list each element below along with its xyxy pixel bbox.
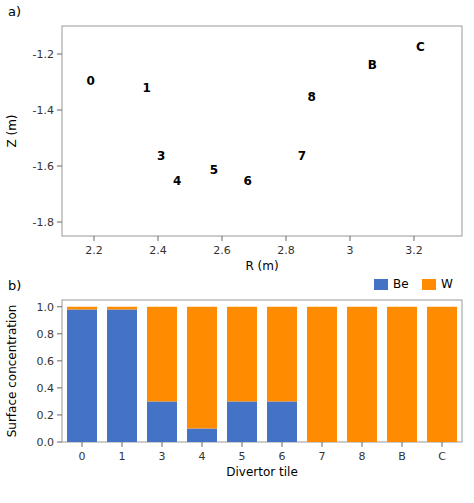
tile-label: 3	[157, 149, 165, 163]
x-axis-label: Divertor tile	[226, 465, 298, 479]
plot-frame	[62, 300, 462, 442]
y-tick-label: 0.6	[37, 355, 55, 368]
x-tick	[242, 442, 243, 447]
tile-label: 1	[143, 81, 151, 95]
tile-label: 5	[210, 163, 218, 177]
panel-bar: b) 0.0 0.2 0.4 0.6 0.8 1.0 Surface concentratio…	[5, 277, 462, 479]
x-tick-label: 1	[119, 450, 126, 463]
x-tick	[82, 442, 83, 447]
bar-segment	[187, 307, 217, 429]
x-tick-label: 3	[347, 244, 354, 257]
bar-segment	[427, 307, 457, 442]
x-tick-label: 6	[279, 450, 286, 463]
y-tick	[57, 387, 62, 388]
y-tick	[57, 54, 62, 55]
x-tick-label: C	[438, 450, 446, 463]
bar-segment	[267, 401, 297, 442]
y-tick	[57, 414, 62, 415]
bar-segment	[147, 307, 177, 402]
y-axis-label: Z (m)	[5, 114, 19, 147]
tile-label: 4	[173, 174, 181, 188]
x-tick	[286, 236, 287, 241]
panel-schematic: a) -1.8 -1.6 -1.4 -1.2 Z (m) R (m) 2.2 2.4 2.6 2.8…	[5, 4, 462, 273]
plot-area	[67, 307, 457, 442]
tile-label: 7	[298, 149, 306, 163]
tile-label: 0	[87, 74, 95, 88]
y-tick-label: -1.2	[33, 48, 54, 61]
bar-segment	[187, 428, 217, 442]
x-tick	[222, 236, 223, 241]
x-tick-label: 5	[239, 450, 246, 463]
x-tick-label: 7	[319, 450, 326, 463]
x-tick	[402, 442, 403, 447]
panel-label: b)	[8, 278, 21, 293]
y-tick	[57, 166, 62, 167]
bar-segment	[387, 307, 417, 442]
tile-label: B	[368, 58, 377, 72]
y-tick-label: -1.4	[33, 104, 54, 117]
x-tick	[442, 442, 443, 447]
bar-segment	[347, 307, 377, 442]
x-tick	[122, 442, 123, 447]
bar-segment	[107, 309, 137, 442]
legend-swatch	[374, 279, 388, 290]
tile-label: C	[416, 40, 425, 54]
y-tick	[57, 110, 62, 111]
x-tick	[350, 236, 351, 241]
tile-label: 8	[307, 90, 315, 104]
x-tick	[158, 236, 159, 241]
legend: Be W	[374, 277, 453, 291]
x-tick	[94, 236, 95, 241]
y-axis-label: Surface concentration	[5, 305, 19, 438]
y-tick	[57, 222, 62, 223]
figure: a) -1.8 -1.6 -1.4 -1.2 Z (m) R (m) 2.2 2.4 2.6 2.8…	[0, 0, 474, 503]
legend-label: W	[441, 277, 453, 291]
x-tick-label: 2.4	[149, 244, 167, 257]
x-tick-label: 2.6	[213, 244, 231, 257]
x-tick	[282, 442, 283, 447]
bar-segment	[67, 307, 97, 310]
bar-segment	[307, 307, 337, 442]
x-tick-label: 8	[359, 450, 366, 463]
bar-segment	[267, 307, 297, 402]
x-tick-label: 4	[199, 450, 206, 463]
y-tick	[57, 333, 62, 334]
x-tick-label: 0	[79, 450, 86, 463]
y-tick	[57, 442, 62, 443]
x-tick-label: B	[398, 450, 406, 463]
x-tick-label: 2.2	[85, 244, 103, 257]
x-axis-label: R (m)	[245, 259, 278, 273]
tile-label: 6	[243, 174, 251, 188]
y-tick-label: 0.4	[37, 382, 55, 395]
x-tick-label: 3	[159, 450, 166, 463]
y-tick	[57, 360, 62, 361]
legend-swatch	[422, 279, 436, 290]
legend-label: Be	[393, 277, 409, 291]
bar-segment	[67, 309, 97, 442]
x-tick	[414, 236, 415, 241]
bar-segment	[227, 401, 257, 442]
bar-segment	[107, 307, 137, 310]
y-tick-label: -1.6	[33, 160, 54, 173]
x-tick-label: 2.8	[277, 244, 295, 257]
y-tick-label: 0.2	[37, 409, 55, 422]
y-tick-label: -1.8	[33, 216, 54, 229]
x-tick-label: 3.2	[405, 244, 423, 257]
y-tick-label: 0.8	[37, 328, 55, 341]
y-tick-label: 0.0	[37, 436, 55, 449]
x-tick	[362, 442, 363, 447]
x-tick	[162, 442, 163, 447]
bar-segment	[147, 401, 177, 442]
x-tick	[202, 442, 203, 447]
bar-segment	[227, 307, 257, 402]
y-tick	[57, 306, 62, 307]
y-tick-label: 1.0	[37, 301, 55, 314]
panel-label: a)	[8, 4, 21, 19]
x-tick	[322, 442, 323, 447]
plot-frame	[62, 26, 462, 236]
